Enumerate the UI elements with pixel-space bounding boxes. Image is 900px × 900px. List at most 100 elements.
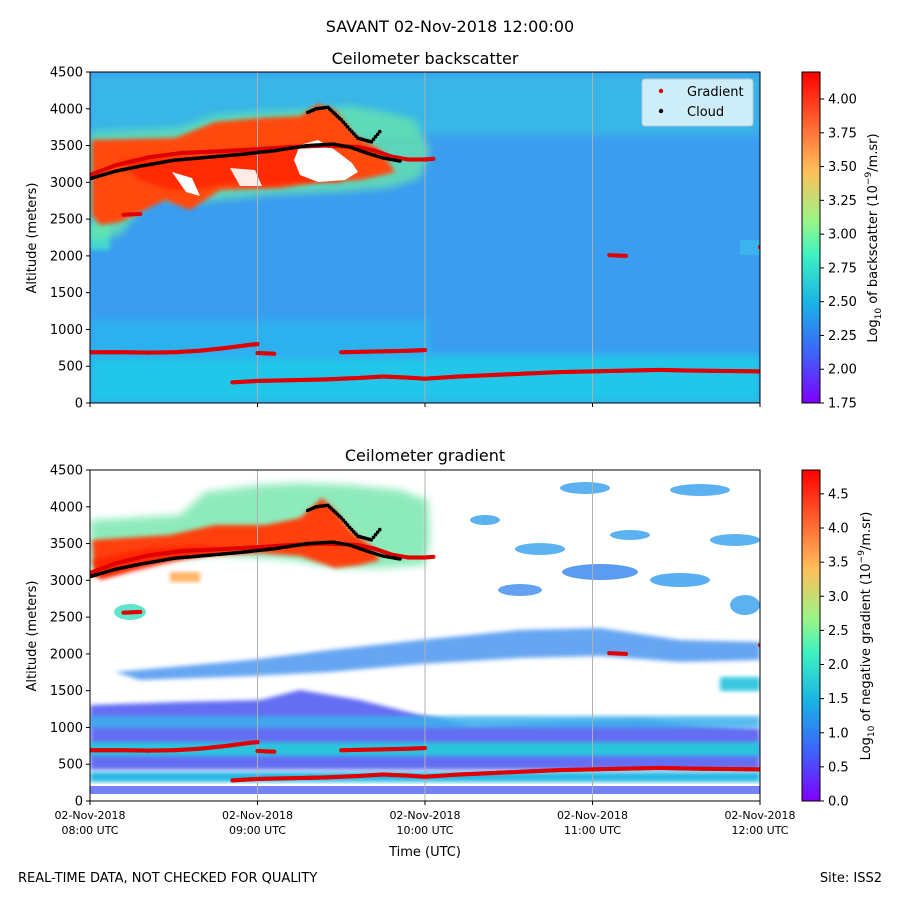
x-tick-date-label: 02-Nov-2018 [389,809,460,822]
cloud-marker [375,530,380,534]
cloud-marker [375,132,380,136]
cloud-marker [343,122,348,127]
gradient-colorbar-ticks: 0.0 0.5 1.0 1.5 2.0 2.5 3.0 3.5 4.0 4.5 [820,487,849,810]
gradient-patch-3500m [515,543,565,555]
gradient-y-axis-label: Altitude (meters) [25,581,40,692]
backscatter-title: Ceilometer backscatter [332,49,519,68]
backscatter-right-band [740,240,760,255]
backscatter-colorbar: 1.75 2.00 2.25 2.50 2.75 3.00 3.25 3.50 3.75 4.00… [801,71,884,412]
x-tick-date-label: 02-Nov-2018 [724,809,795,822]
gradient-marker [138,609,143,615]
gradient-y-tick-label: 2000 [50,647,83,662]
gradient-marker [255,740,260,745]
cloud-marker [398,159,402,163]
gradient-grid [257,470,593,801]
gradient-marker [757,244,760,250]
cloud-marker [341,120,346,125]
gradient-patch-2900m [498,584,542,596]
backscatter-saturated-region-mid [230,168,262,186]
gradient-x-axis: 02-Nov-2018 08:00 UTC 02-Nov-2018 09:00 UTC… [54,801,796,837]
gradient-colorbar-tick-label: 1.5 [828,692,849,707]
gradient-y-tick-label: 0 [75,795,83,810]
backscatter-colorbar-tick-label: 2.25 [828,329,857,344]
backscatter-colorbar-tick-label: 2.00 [828,363,857,378]
figure-suptitle: SAVANT 02-Nov-2018 12:00:00 [326,17,574,36]
backscatter-colorbar-tick-label: 4.00 [828,93,857,108]
x-tick-time-label: 12:00 UTC [731,824,788,837]
gradient-colorbar-tick-label: 4.0 [828,522,849,537]
cloud-marker [377,129,382,134]
gradient-marker [431,554,436,559]
gradient-colorbar-label: Log10 of negative gradient (10−9/m.sr) [857,512,877,761]
x-tick-date-label: 02-Nov-2018 [222,809,293,822]
cloud-marker [398,557,402,561]
legend-gradient-label: Gradient [687,85,744,100]
x-tick-date-label: 02-Nov-2018 [54,809,125,822]
gradient-marker [255,342,260,347]
legend-box [641,78,754,127]
x-tick-time-label: 10:00 UTC [396,824,453,837]
backscatter-y-tick-label: 1000 [50,323,83,338]
gradient-marker [422,745,428,751]
legend-cloud-label: Cloud [687,105,724,120]
backscatter-saturated-region [294,140,358,182]
cloud-marker [373,532,378,537]
backscatter-y-tick-label: 0 [75,397,83,412]
gradient-colorbar-tick-label: 2.0 [828,658,849,673]
gradient-marker [757,369,760,374]
backscatter-y-tick-label: 3500 [50,139,83,154]
x-tick-time-label: 09:00 UTC [229,824,286,837]
gradient-marker [422,347,428,353]
backscatter-grid [257,72,593,403]
cloud-marker [339,118,344,122]
gradient-panel: Ceilometer gradient [25,446,877,860]
legend-gradient-marker [658,88,664,94]
backscatter-colorbar-label: Log10 of backscatter (10−9/m.sr) [864,133,884,342]
cloud-marker [377,527,382,532]
backscatter-colorbar-tick-label: 3.25 [828,194,857,209]
backscatter-colorbar-tick-label: 2.75 [828,261,857,276]
gradient-y-tick-label: 1000 [50,721,83,736]
gradient-title: Ceilometer gradient [345,446,505,465]
backscatter-markers [90,105,760,385]
gradient-patch-3900m [470,515,500,525]
backscatter-y-tick-label: 3000 [50,176,83,191]
gradient-marker [272,749,277,754]
gradient-layer-2000m [115,628,760,680]
gradient-patch-4300m [560,482,610,494]
backscatter-colorbar-tick-label: 3.00 [828,228,857,243]
gradient-y-tick-label: 3500 [50,537,83,552]
gradient-colorbar-tick-label: 3.0 [828,590,849,605]
gradient-colorbar-tick-label: 2.5 [828,624,849,639]
backscatter-legend: Gradient Cloud [641,78,754,127]
gradient-patch-1700m [720,677,760,691]
cloud-marker [343,520,348,525]
cloud-marker [345,523,350,527]
backscatter-colorbar-ticks: 1.75 2.00 2.25 2.50 2.75 3.00 3.25 3.50 3.75 4.00 [820,93,857,412]
gradient-patch-2800m [562,564,638,580]
backscatter-colorbar-tick-label: 3.75 [828,126,857,141]
gradient-y-tick-label: 3000 [50,574,83,589]
cloud-marker [339,516,344,520]
backscatter-y-tick-label: 4000 [50,102,83,117]
backscatter-y-tick-label: 1500 [50,286,83,301]
gradient-patch-2600m-right [730,595,760,615]
gradient-markers [90,503,760,783]
cloud-marker [371,535,376,540]
cloud-marker [369,538,374,542]
gradient-marker [138,211,143,217]
gradient-colorbar-tick-label: 3.5 [828,556,849,571]
backscatter-x-ticks [89,403,761,407]
footer-site: Site: ISS2 [820,871,882,886]
backscatter-colorbar-tick-label: 1.75 [828,397,857,412]
backscatter-colorbar-tick-label: 3.50 [828,160,857,175]
gradient-patch-3700m [610,530,650,540]
gradient-patch-3600m-right [710,534,760,546]
gradient-patch-4300m-right [670,484,730,496]
gradient-cloud-fringe [170,572,200,582]
gradient-y-tick-label: 1500 [50,684,83,699]
x-tick-time-label: 11:00 UTC [564,824,621,837]
legend-cloud-marker [658,108,664,114]
gradient-patch-3100m [650,573,710,587]
